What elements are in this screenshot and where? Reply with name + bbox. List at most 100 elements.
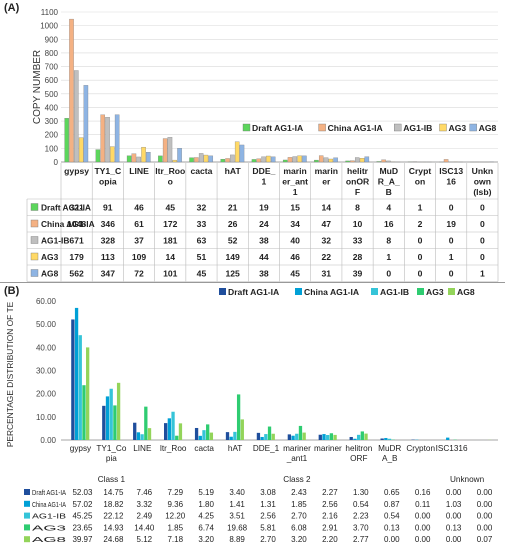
legend-label: AG8 [457,287,475,297]
x-category-label: cacta [194,444,214,453]
series-name: China AG1-IA [32,500,66,509]
bar [324,158,328,162]
bar [96,150,100,162]
bar [164,423,167,440]
copy-number-chart: 010020030040050060070080090010001100COPY… [0,0,505,282]
legend-key [31,253,38,260]
table-value: 37 [134,236,144,246]
table-value: 562 [69,269,84,279]
table-value: 1.85 [167,523,183,532]
y-tick-label: 700 [45,63,59,72]
x-category-label: mariner [283,444,311,453]
table-value: 14 [165,252,175,262]
bar [82,385,85,440]
table-value: 5.19 [198,488,214,497]
table-value: 0.00 [446,488,462,497]
table-value: 109 [132,252,147,262]
legend-label: AG3 [426,287,444,297]
table-value: 1.80 [198,500,214,509]
bar [257,433,260,440]
bar [350,161,354,162]
x-category-label: ltr_Roo [155,166,185,176]
table-value: 8.89 [229,535,245,544]
x-category-label: R_A_ [378,177,400,187]
bar [71,319,74,440]
table-value: 0.00 [477,500,493,509]
legend-key [448,288,455,295]
x-category-label: TY1_C [94,166,121,176]
table-value: 0.00 [446,512,462,521]
bar [303,433,306,440]
bar [148,428,151,440]
table-value: 1.41 [229,500,245,509]
x-category-label: marin [283,166,306,176]
table-value: 1 [386,252,391,262]
panel-b-label: (B) [4,285,19,297]
table-value: 31 [322,269,332,279]
table-value: 2.70 [291,512,307,521]
table-value: 321 [69,203,84,213]
x-category-label: o [168,177,173,187]
bar [199,153,203,162]
bar [293,157,297,162]
bar [177,148,181,162]
table-value: 1 [418,203,423,213]
legend-key [24,489,30,495]
legend-label: AG3 [449,123,467,133]
table-value: 3.70 [353,523,369,532]
table-value: 61 [134,219,144,229]
table-value: 0.13 [384,523,400,532]
bar [326,435,329,440]
table-value: 4 [386,203,391,213]
table-value: 3.32 [137,500,153,509]
x-category-label: ISC1316 [436,444,468,453]
bar [299,426,302,440]
bar [257,159,261,162]
table-value: 2.56 [260,512,276,521]
bar [225,158,229,162]
bar [65,118,69,162]
bar [140,434,143,440]
table-value: 0.54 [353,500,369,509]
table-value: 6.08 [291,523,307,532]
table-value: 0 [449,269,454,279]
table-value: 72 [134,269,144,279]
table-value: 38 [259,269,269,279]
table-value: 22 [322,252,332,262]
table-value: 38 [259,236,269,246]
bar [74,71,78,163]
bar [86,347,89,440]
bar [206,424,209,440]
table-value: 0.00 [446,535,462,544]
bar [141,147,145,162]
table-value: 2.70 [260,535,276,544]
table-value: 9.36 [167,500,183,509]
table-value: 1.03 [446,500,462,509]
table-value: 14.75 [103,488,124,497]
y-tick-label: 40.00 [36,343,57,352]
table-value: 39 [353,269,363,279]
table-value: 1.31 [260,500,276,509]
table-value: 8 [355,203,360,213]
bar [322,434,325,440]
x-category-label: gypsy [70,444,92,453]
y-axis-label: PERCENTAGE DISTRIBUTION OF TE [5,301,15,447]
legend-key [24,513,30,519]
table-value: 3.40 [229,488,245,497]
table-value: 0.00 [415,535,431,544]
table-value: 2.43 [291,488,307,497]
bar [386,161,390,162]
table-value: 0.00 [477,523,493,532]
x-category-label: (lsb) [473,187,491,197]
table-value: 101 [163,269,178,279]
bar [146,152,150,162]
x-category-label: ltr_Roo [160,444,187,453]
bar [360,158,364,162]
bar [266,156,270,162]
bar [105,117,109,162]
bar [189,158,193,162]
x-category-label: ORF [350,454,367,463]
bar [355,158,359,163]
y-tick-label: 1000 [40,22,58,31]
table-value: 12.20 [165,512,186,521]
